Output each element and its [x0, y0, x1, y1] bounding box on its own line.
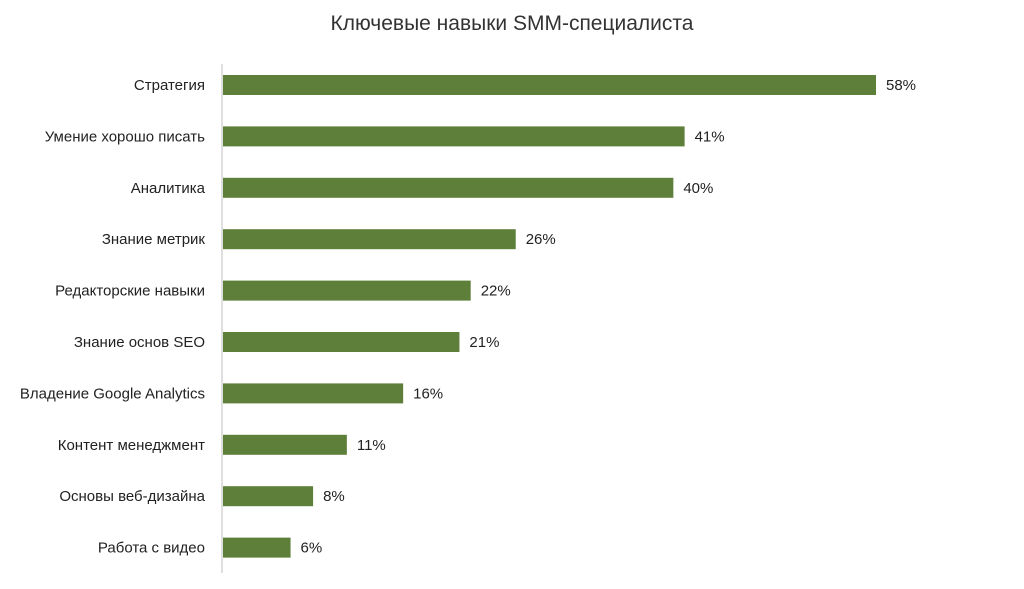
category-label: Владение Google Analytics — [20, 385, 205, 402]
bar — [223, 126, 685, 147]
category-label: Редакторские навыки — [55, 283, 205, 300]
bar — [223, 537, 291, 558]
category-label: Работа с видео — [98, 540, 205, 557]
bar — [223, 280, 471, 301]
bar — [223, 75, 876, 95]
value-label: 16% — [413, 385, 443, 402]
bar — [223, 229, 516, 250]
category-label: Аналитика — [131, 180, 206, 197]
category-label: Знание основ SEO — [74, 334, 205, 351]
value-label: 6% — [301, 540, 323, 557]
bars-layer: Стратегия 58% Умение хорошо писать 41% Анали… — [20, 75, 916, 558]
value-label: 41% — [695, 128, 725, 145]
bar — [223, 486, 314, 507]
category-label: Знание метрик — [102, 231, 206, 248]
value-label: 58% — [886, 77, 916, 94]
bar — [223, 332, 460, 352]
bar — [223, 383, 404, 404]
category-label: Умение хорошо писать — [45, 128, 205, 145]
category-label: Основы веб-дизайна — [59, 488, 205, 505]
value-label: 22% — [481, 283, 511, 300]
value-label: 21% — [469, 334, 499, 351]
category-label: Стратегия — [134, 77, 205, 94]
chart-title: Ключевые навыки SMM-специалиста — [330, 12, 694, 35]
value-label: 26% — [526, 231, 556, 248]
bar — [223, 434, 347, 455]
category-label: Контент менеджмент — [58, 437, 205, 454]
value-label: 40% — [683, 180, 713, 197]
bar — [223, 177, 674, 198]
value-label: 8% — [323, 488, 345, 505]
value-label: 11% — [357, 437, 386, 454]
